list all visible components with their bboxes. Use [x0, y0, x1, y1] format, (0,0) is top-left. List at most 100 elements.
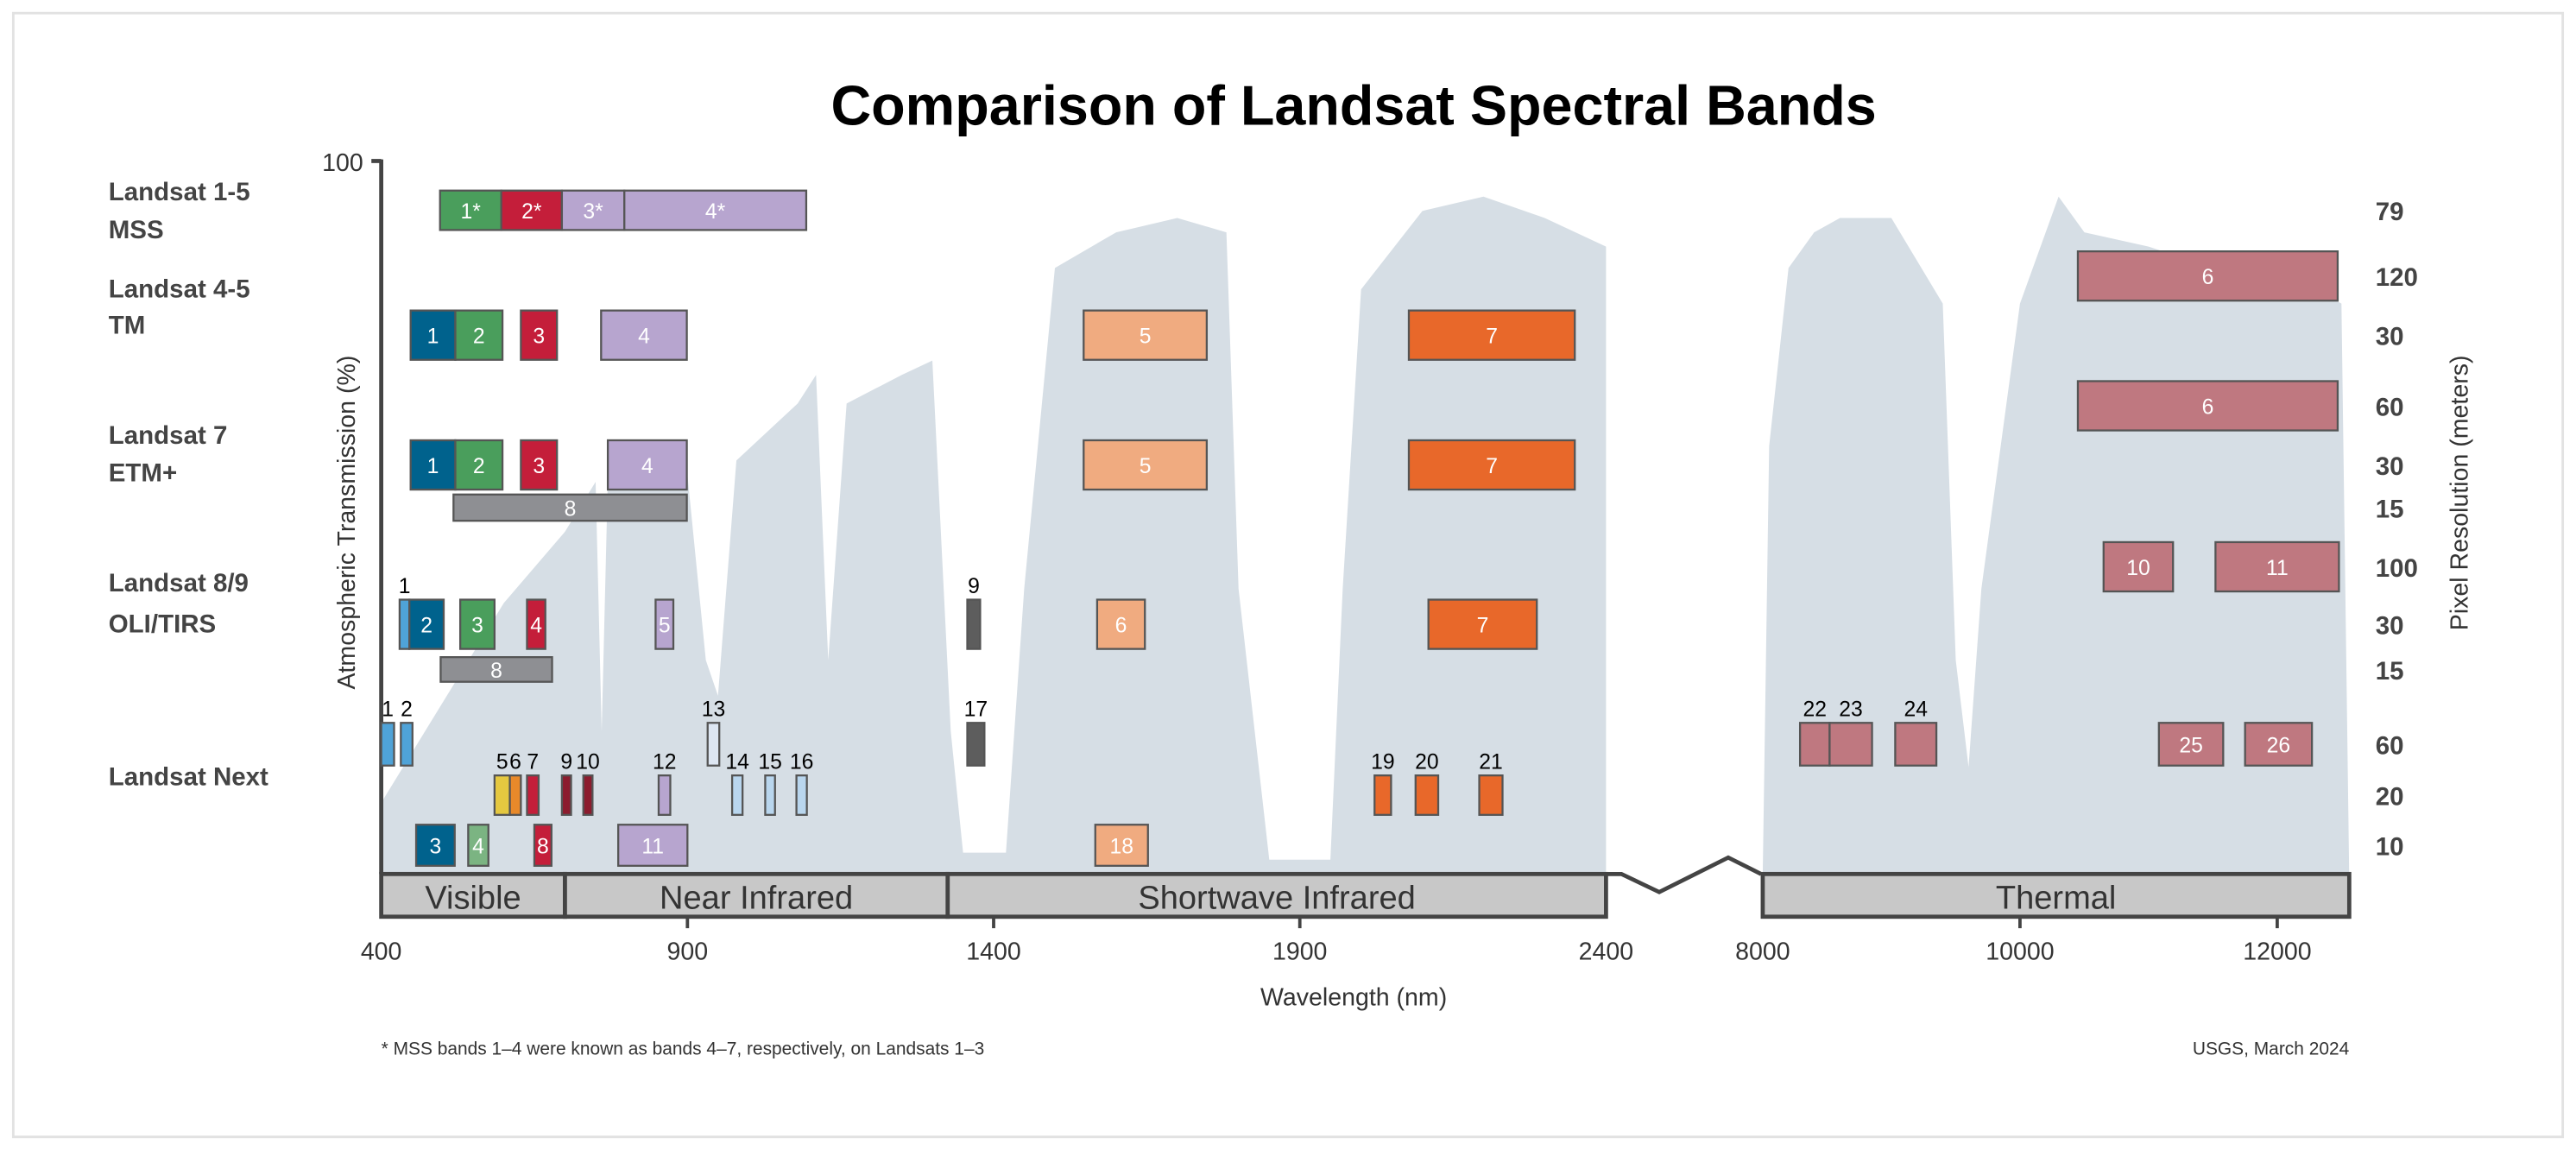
- footnote: * MSS bands 1–4 were known as bands 4–7,…: [382, 1039, 985, 1059]
- region-box: [945, 871, 1608, 919]
- region-label: Near Infrared: [660, 880, 853, 916]
- band-bar: [1094, 824, 1149, 867]
- band-bar: [380, 722, 395, 767]
- sensor-landsat-8-9: Landsat 8/9 OLI/TIRS 100 30 15 12 3 4 5 9 6 7 8 10 11: [109, 540, 2418, 686]
- band-label: 2: [473, 325, 485, 349]
- sensor-name: Landsat 7: [109, 421, 228, 450]
- band-label: 9: [968, 575, 980, 598]
- x-tick-label: 400: [361, 938, 402, 965]
- axis-break: [1605, 855, 1763, 894]
- resolution-label: 10: [2376, 832, 2404, 861]
- band-bar: [520, 439, 559, 491]
- band-label: 5: [1140, 455, 1152, 478]
- band-label: 3*: [583, 200, 603, 224]
- sensor-name: Landsat 1-5: [109, 178, 250, 206]
- band-bar: [1083, 439, 1209, 491]
- band-label: 13: [702, 698, 726, 722]
- band-label: 1: [399, 575, 411, 598]
- region-label: Visible: [425, 880, 521, 916]
- band-bar: [730, 774, 744, 816]
- y-tick-label: 100: [322, 149, 363, 177]
- band-bar: [493, 774, 511, 816]
- band-label: 10: [576, 751, 600, 774]
- band-bar: [560, 189, 626, 231]
- band-bar: [409, 439, 457, 491]
- band-bar: [795, 774, 808, 816]
- band-label: 18: [1110, 836, 1134, 859]
- band-label: 5: [1140, 325, 1152, 349]
- band-bar: [966, 722, 986, 767]
- band-bar: [526, 774, 540, 816]
- resolution-label: 30: [2376, 323, 2404, 351]
- region-box: [379, 871, 567, 919]
- band-bar: [606, 439, 688, 491]
- band-bar: [2076, 250, 2339, 302]
- band-bar: [764, 774, 776, 816]
- band-label: 6: [2202, 266, 2214, 289]
- band-bar: [2157, 722, 2225, 767]
- sensor-landsat-7: Landsat 7 ETM+ 60 30 15 1 2 3 4 5 7 6 8: [109, 380, 2404, 523]
- band-bar: [623, 189, 808, 231]
- x-tick-label: 1900: [1272, 938, 1327, 965]
- band-bar: [1894, 722, 1938, 767]
- resolution-label: 15: [2376, 495, 2404, 523]
- band-label: 2: [401, 698, 413, 722]
- band-bar: [1407, 309, 1576, 361]
- x-tick-label: 8000: [1735, 938, 1790, 965]
- band-bar: [1373, 774, 1392, 816]
- band-label: 7: [1477, 615, 1489, 638]
- band-bar: [2214, 540, 2340, 593]
- band-label: 8: [537, 836, 549, 859]
- band-bar: [654, 598, 675, 650]
- band-label: 3: [533, 325, 545, 349]
- band-label: 11: [641, 836, 664, 859]
- x-tick-label: 12000: [2243, 938, 2311, 965]
- resolution-label: 30: [2376, 452, 2404, 481]
- band-label: 12: [653, 751, 677, 774]
- sensor-dividers: [381, 173, 2356, 694]
- band-bar: [467, 824, 489, 867]
- band-bar: [526, 598, 546, 650]
- sensor-name: Landsat 4-5: [109, 275, 250, 303]
- band-label: 10: [2126, 557, 2150, 580]
- credit: USGS, March 2024: [2193, 1039, 2350, 1059]
- band-label: 8: [565, 497, 577, 521]
- band-label: 6: [1115, 615, 1127, 638]
- y-axis-right-label: Pixel Resolution (meters): [2446, 355, 2473, 630]
- band-label: 4*: [705, 200, 726, 224]
- sensor-instrument: TM: [109, 311, 146, 339]
- band-label: 15: [758, 751, 782, 774]
- resolution-label: 30: [2376, 612, 2404, 641]
- band-label: 7: [527, 751, 539, 774]
- band-bar: [617, 824, 689, 867]
- sensor-name: Landsat Next: [109, 763, 268, 792]
- band-bar: [1828, 722, 1873, 767]
- band-bar: [439, 656, 553, 683]
- band-bar: [1083, 309, 1209, 361]
- band-bar: [520, 309, 559, 361]
- band-label: 21: [1479, 751, 1503, 774]
- band-label: 1*: [461, 200, 482, 224]
- band-label: 2*: [521, 200, 542, 224]
- band-label: 17: [964, 698, 988, 722]
- region-box: [1760, 871, 2352, 919]
- band-bar: [1427, 598, 1538, 650]
- band-label: 16: [790, 751, 814, 774]
- band-bar: [2244, 722, 2314, 767]
- band-label: 4: [472, 836, 484, 859]
- band-bar: [706, 722, 721, 767]
- band-bar: [533, 824, 552, 867]
- sensor-instrument: MSS: [109, 216, 164, 244]
- band-bar: [1798, 722, 1831, 767]
- band-bar: [1095, 598, 1146, 650]
- band-bar: [400, 722, 414, 767]
- x-tick-label: 10000: [1986, 938, 2054, 965]
- band-bar: [458, 598, 496, 650]
- band-label: 6: [509, 751, 521, 774]
- band-label: 24: [1904, 698, 1928, 722]
- chart-title: Comparison of Landsat Spectral Bands: [830, 74, 1876, 137]
- band-label: 5: [496, 751, 508, 774]
- band-label: 3: [430, 836, 442, 859]
- sensor-landsat-1-5: Landsat 1-5 MSS 79 1* 2* 3* 4*: [109, 178, 2404, 244]
